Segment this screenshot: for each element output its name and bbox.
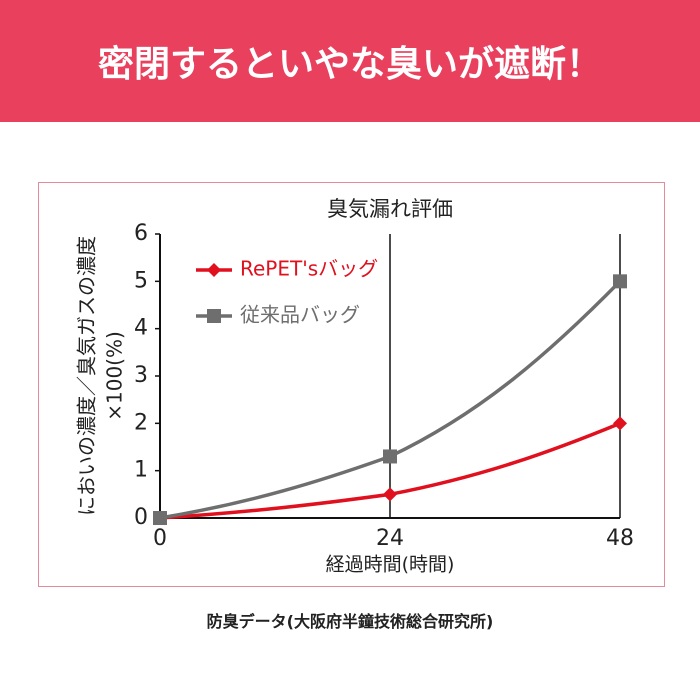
chart-frame bbox=[38, 182, 665, 587]
point bbox=[613, 416, 627, 431]
x-tick-label: 24 bbox=[376, 526, 404, 551]
y-tick-label: 5 bbox=[134, 268, 148, 293]
y-axis-label: においの濃度／臭気ガスの濃度 bbox=[75, 236, 99, 516]
banner-title: 密閉するといやな臭いが遮断！ bbox=[0, 0, 700, 122]
x-tick-label: 48 bbox=[606, 526, 634, 551]
legend-label: 従来品バッグ bbox=[240, 303, 360, 327]
x-axis-label: 経過時間(時間) bbox=[326, 554, 455, 576]
y-tick-label: 3 bbox=[134, 363, 148, 388]
x-tick-label: 0 bbox=[153, 526, 167, 551]
y-tick-label: 0 bbox=[134, 505, 148, 530]
legend-label: RePET'sバッグ bbox=[240, 257, 378, 281]
y-tick-label: 4 bbox=[134, 316, 148, 341]
point bbox=[153, 511, 167, 525]
legend-marker bbox=[207, 263, 221, 277]
point bbox=[383, 449, 397, 464]
point bbox=[613, 274, 627, 289]
y-tick-label: 2 bbox=[134, 410, 148, 435]
y-axis-label: ×100(%) bbox=[103, 331, 127, 421]
chart-title: 臭気漏れ評価 bbox=[327, 197, 453, 221]
y-tick-label: 1 bbox=[134, 458, 148, 483]
y-tick-label: 6 bbox=[134, 221, 148, 246]
footer-caption: 防臭データ(大阪府半鐘技術総合研究所) bbox=[206, 612, 494, 631]
legend-marker bbox=[207, 309, 221, 323]
point bbox=[383, 487, 397, 502]
